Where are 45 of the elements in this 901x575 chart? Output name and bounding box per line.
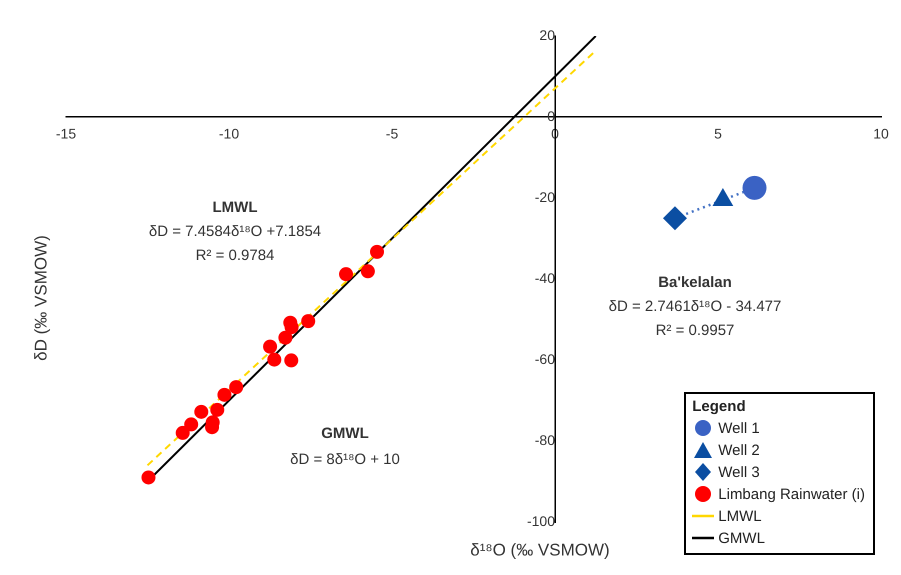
point <box>360 264 375 278</box>
legend-label: Well 1 <box>718 420 760 436</box>
y-tick-label: -60 <box>534 350 556 367</box>
annotation: δD = 8δ¹⁸O + 10 <box>290 451 400 468</box>
point <box>141 470 156 484</box>
y-tick-label: -40 <box>534 270 556 286</box>
annotation: R² = 0.9784 <box>196 247 274 264</box>
x-tick-label: 5 <box>714 125 722 142</box>
point <box>339 267 354 282</box>
x-tick-label: -10 <box>218 125 240 142</box>
legend-label: Well 2 <box>718 442 760 458</box>
legend-label: Well 3 <box>718 464 760 480</box>
point <box>176 426 190 440</box>
y-tick-label: -80 <box>534 432 556 448</box>
annotation: Ba'kelalan <box>658 274 732 292</box>
point <box>217 388 232 402</box>
point <box>229 380 244 394</box>
point <box>263 340 278 354</box>
point <box>301 314 316 328</box>
annotation: R² = 0.9957 <box>656 322 734 340</box>
x-axis-title: δ¹⁸O (‰ VSMOW) <box>470 540 610 560</box>
annotation: LMWL <box>212 199 258 216</box>
point <box>267 352 282 367</box>
annotation: δD = 7.4584δ¹⁸O +7.1854 <box>148 223 322 240</box>
point <box>210 402 224 417</box>
annotation: GMWL <box>321 425 369 442</box>
point <box>184 417 198 432</box>
annotation: δD = 2.7461δ¹⁸O - 34.477 <box>608 298 782 316</box>
point <box>370 244 384 259</box>
point <box>742 176 767 200</box>
legend-label: LMWL <box>718 508 762 524</box>
point <box>662 206 687 230</box>
legend-label: GMWL <box>718 530 765 546</box>
x-tick-label: -5 <box>386 125 398 142</box>
legend-label: Limbang Rainwater (i) <box>718 486 865 502</box>
legend-title: Legend <box>692 398 747 415</box>
x-tick-label: 10 <box>873 125 889 142</box>
point <box>284 353 298 368</box>
y-tick-label: -20 <box>534 188 556 205</box>
y-tick-label: 20 <box>539 26 556 43</box>
point <box>278 330 292 345</box>
y-axis-title: δD (‰ VSMOW) <box>32 235 51 361</box>
x-tick-label: -15 <box>56 125 76 142</box>
y-tick-label: -100 <box>526 512 556 529</box>
point <box>194 404 208 419</box>
